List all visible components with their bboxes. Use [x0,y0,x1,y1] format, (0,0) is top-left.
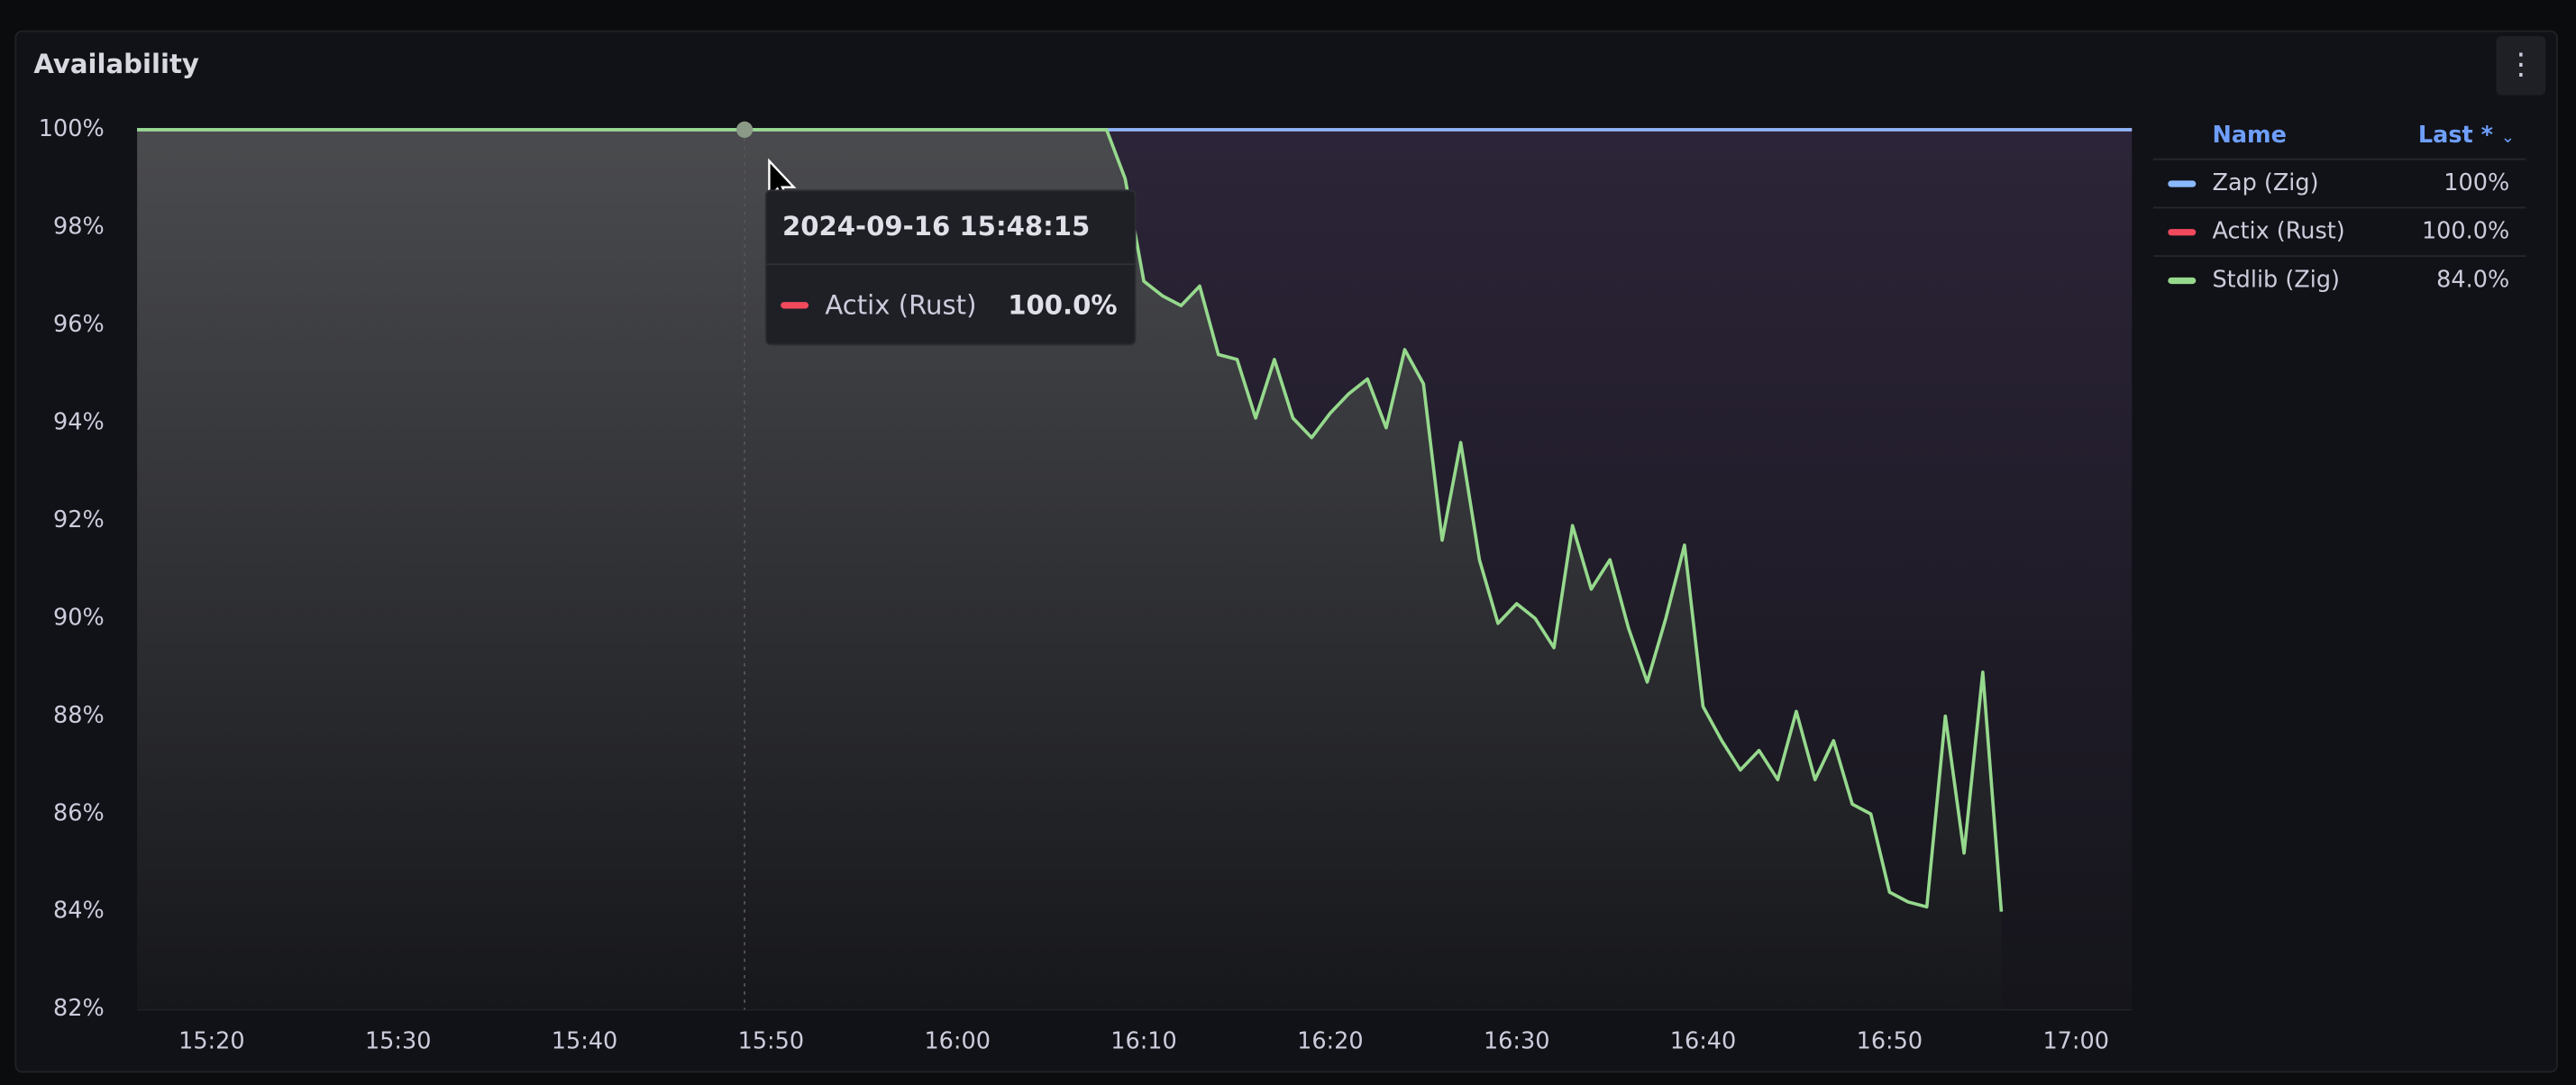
y-tick-label: 100% [39,115,105,142]
x-tick-label: 15:50 [738,1028,805,1055]
x-tick-label: 16:00 [924,1028,991,1055]
legend-name[interactable]: Stdlib (Zig) [2212,266,2339,293]
legend-last: 100% [2444,169,2509,196]
tooltip: 2024-09-16 15:48:15 Actix (Rust) 100.0% [764,189,1137,346]
y-tick-label: 92% [53,506,105,533]
legend-name[interactable]: Zap (Zig) [2212,169,2318,196]
tooltip-box [764,189,1137,346]
panel-title: Availability [33,49,198,79]
tooltip-value: 100.0% [1008,290,1117,321]
tooltip-time: 2024-09-16 15:48:15 [782,211,1090,242]
y-tick-label: 84% [53,898,105,925]
x-tick-label: 15:30 [365,1028,431,1055]
legend-swatch [2168,229,2197,236]
x-tick-label: 16:50 [1857,1028,1923,1055]
y-tick-label: 98% [53,213,105,240]
hover-point [735,121,754,139]
legend-last: 100.0% [2422,218,2509,245]
y-tick-label: 88% [53,702,105,729]
tooltip-swatch [781,302,809,309]
y-tick-label: 94% [53,408,105,435]
x-tick-label: 17:00 [2042,1028,2109,1055]
series-line [137,128,2004,912]
y-tick-label: 96% [53,311,105,338]
x-tick-label: 16:20 [1297,1028,1364,1055]
legend-swatch [2168,277,2197,285]
tooltip-series: Actix (Rust) [825,290,976,321]
y-tick-label: 82% [53,995,105,1022]
x-tick-label: 16:30 [1484,1028,1550,1055]
legend: Name Last * ⌄ Zap (Zig) 100% Actix (Rust) 1… [2152,122,2526,293]
y-tick-label: 86% [53,799,105,826]
plot: 82% 84% 86% 88% 90% 92% 94% 96% 98% 100% 15:20 15:3… [39,115,2133,1055]
legend-header-name[interactable]: Name [2212,122,2286,149]
menu-icon[interactable]: ⋮ [2507,47,2536,81]
sort-icon[interactable]: ⌄ [2501,128,2515,147]
x-tick-label: 16:40 [1670,1028,1737,1055]
legend-last: 84.0% [2436,266,2509,293]
y-tick-label: 90% [53,604,105,631]
x-tick-label: 15:20 [178,1028,245,1055]
x-tick-label: 16:10 [1110,1028,1177,1055]
menu-button[interactable] [2496,36,2546,96]
legend-name[interactable]: Actix (Rust) [2212,218,2344,245]
area-fill [137,129,2002,1010]
legend-swatch [2168,180,2197,187]
x-tick-label: 15:40 [552,1028,618,1055]
legend-header-last[interactable]: Last * [2418,122,2493,149]
